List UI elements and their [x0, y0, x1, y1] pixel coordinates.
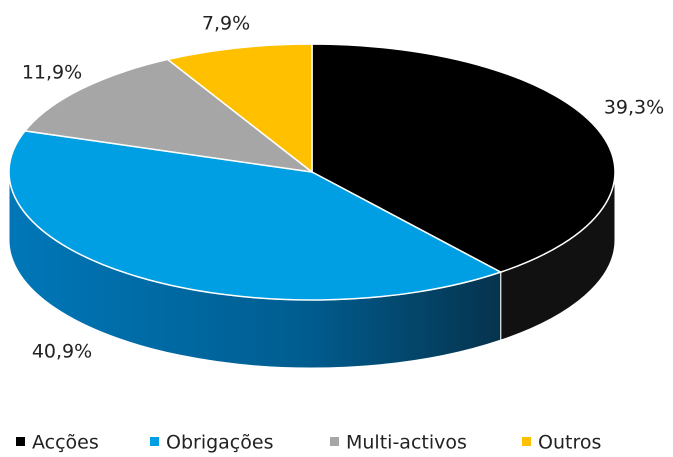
pie-slice	[23, 58, 315, 174]
pie-slice	[8, 130, 503, 301]
data-label: 40,9%	[32, 341, 92, 363]
legend-swatch	[16, 437, 25, 446]
legend-swatch	[522, 437, 531, 446]
legend-label: Multi-activos	[346, 432, 467, 454]
data-label: 39,3%	[604, 97, 664, 119]
legend-swatch	[150, 437, 159, 446]
pie-slice	[165, 43, 313, 174]
pie-slice	[311, 43, 616, 273]
legend-label: Obrigações	[166, 432, 273, 454]
data-label: 7,9%	[202, 13, 250, 35]
legend-swatch	[330, 437, 339, 446]
legend-label: Acções	[32, 432, 99, 454]
legend-label: Outros	[538, 432, 601, 454]
data-label: 11,9%	[22, 62, 82, 84]
